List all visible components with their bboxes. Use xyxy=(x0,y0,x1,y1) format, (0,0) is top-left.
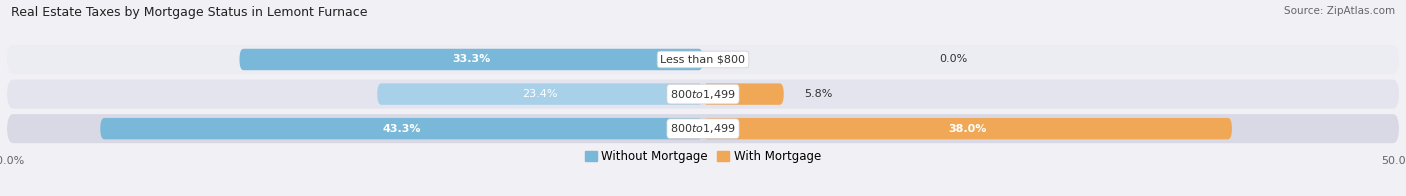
FancyBboxPatch shape xyxy=(7,80,1399,109)
FancyBboxPatch shape xyxy=(703,83,783,105)
Text: Less than $800: Less than $800 xyxy=(661,54,745,64)
Legend: Without Mortgage, With Mortgage: Without Mortgage, With Mortgage xyxy=(581,146,825,168)
FancyBboxPatch shape xyxy=(7,114,1399,143)
Text: Source: ZipAtlas.com: Source: ZipAtlas.com xyxy=(1284,6,1395,16)
FancyBboxPatch shape xyxy=(239,49,703,70)
Text: 43.3%: 43.3% xyxy=(382,124,420,134)
Text: 23.4%: 23.4% xyxy=(523,89,558,99)
Text: 33.3%: 33.3% xyxy=(453,54,491,64)
Text: 0.0%: 0.0% xyxy=(939,54,967,64)
FancyBboxPatch shape xyxy=(377,83,703,105)
Text: Real Estate Taxes by Mortgage Status in Lemont Furnace: Real Estate Taxes by Mortgage Status in … xyxy=(11,6,368,19)
FancyBboxPatch shape xyxy=(100,118,703,139)
FancyBboxPatch shape xyxy=(703,118,1232,139)
FancyBboxPatch shape xyxy=(7,45,1399,74)
Text: 5.8%: 5.8% xyxy=(804,89,832,99)
Text: $800 to $1,499: $800 to $1,499 xyxy=(671,122,735,135)
Text: $800 to $1,499: $800 to $1,499 xyxy=(671,88,735,101)
Text: 38.0%: 38.0% xyxy=(948,124,987,134)
